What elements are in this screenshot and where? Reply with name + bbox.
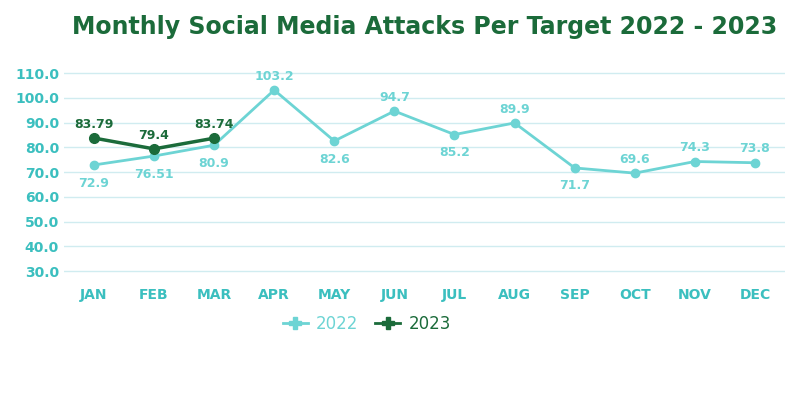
Text: 89.9: 89.9 (499, 103, 530, 116)
Text: 73.8: 73.8 (739, 142, 770, 155)
Text: 83.79: 83.79 (74, 118, 114, 131)
Text: 80.9: 80.9 (198, 157, 230, 170)
Text: 71.7: 71.7 (559, 179, 590, 192)
Text: 72.9: 72.9 (78, 177, 110, 190)
Text: 76.51: 76.51 (134, 167, 174, 181)
Text: 103.2: 103.2 (254, 70, 294, 83)
Text: 69.6: 69.6 (619, 153, 650, 166)
Text: 94.7: 94.7 (379, 91, 410, 103)
Text: 79.4: 79.4 (138, 128, 170, 141)
Legend: 2022, 2023: 2022, 2023 (276, 308, 458, 339)
Text: 85.2: 85.2 (439, 146, 470, 159)
Text: 82.6: 82.6 (319, 152, 350, 166)
Text: 74.3: 74.3 (679, 141, 710, 154)
Title: Monthly Social Media Attacks Per Target 2022 - 2023: Monthly Social Media Attacks Per Target … (72, 15, 777, 39)
Text: 83.74: 83.74 (194, 118, 234, 131)
